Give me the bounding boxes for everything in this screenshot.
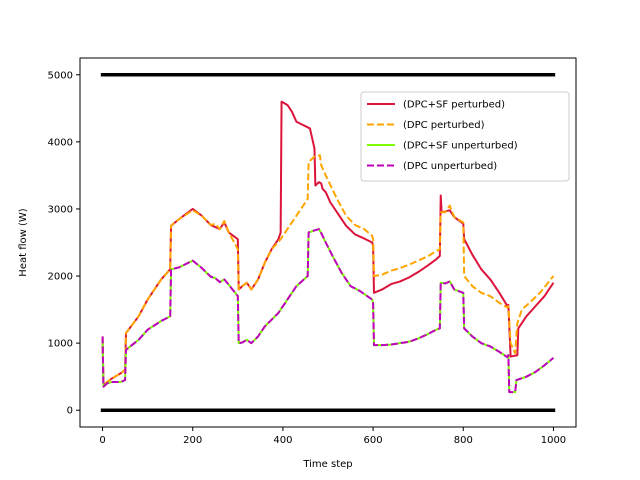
series-layer [101,100,555,394]
y-tick-label: 5000 [48,70,73,81]
series-line-1 [101,100,555,386]
plot-frame [79,57,577,428]
x-tick-label: 400 [273,435,292,446]
legend-label: (DPC+SF perturbed) [403,100,505,111]
x-tick-label: 600 [364,435,383,446]
series-line-4 [101,228,555,394]
legend: (DPC+SF perturbed) (DPC perturbed) (DPC+SF… [360,91,570,182]
y-tick-label: 0 [67,406,73,417]
y-tick-label: 4000 [48,137,73,148]
x-axis-ticks: 0 200 400 600 800 1000 [99,427,566,446]
y-axis-label: Heat flow (W) [18,208,29,276]
legend-label: (DPC unperturbed) [403,161,497,172]
y-tick-label: 3000 [48,204,73,215]
y-axis-ticks: 0 1000 2000 3000 4000 5000 [48,70,80,417]
x-tick-label: 1000 [541,435,566,446]
x-tick-label: 200 [183,435,202,446]
legend-label: (DPC perturbed) [403,120,485,131]
series-line-2 [101,154,555,386]
x-tick-label: 800 [454,435,473,446]
legend-box [360,91,570,182]
y-tick-label: 2000 [48,272,73,283]
legend-label: (DPC+SF unperturbed) [403,141,518,152]
x-axis-label: Time step [302,459,352,470]
y-tick-label: 1000 [48,339,73,350]
x-tick-label: 0 [99,435,105,446]
bounds-layer [100,73,556,412]
